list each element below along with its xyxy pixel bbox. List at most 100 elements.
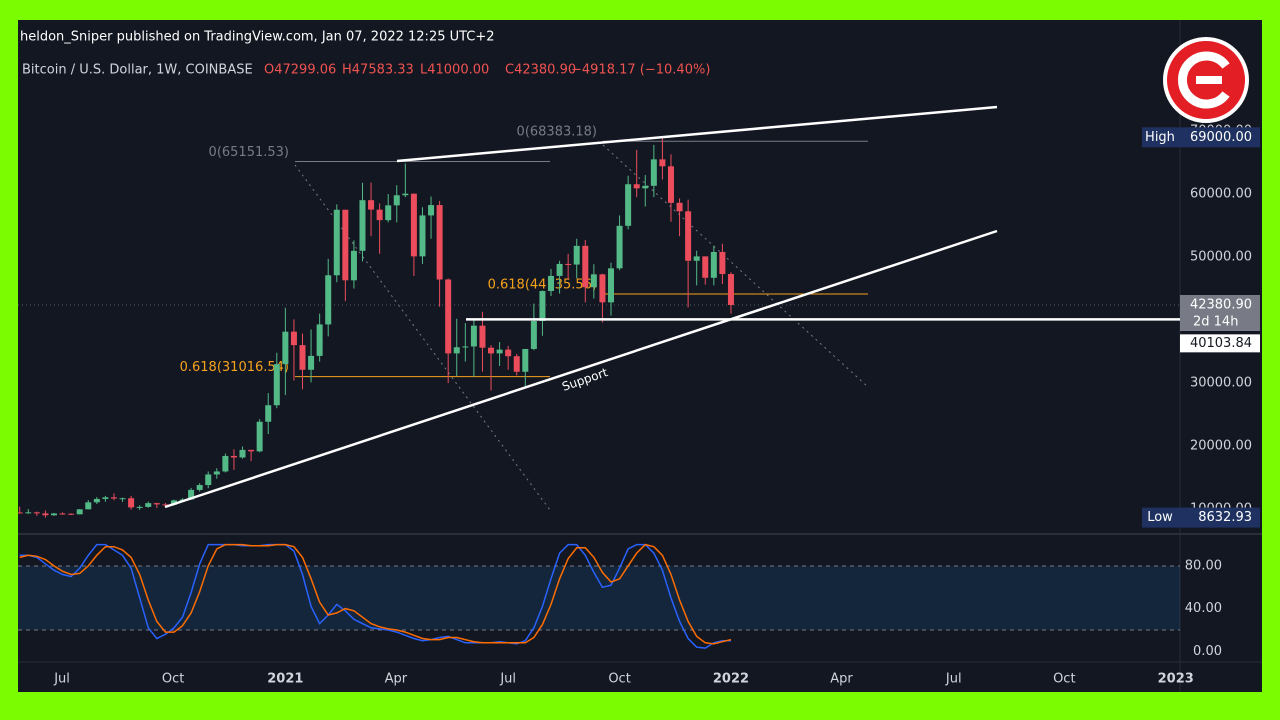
x-tick-label: Jul xyxy=(945,672,962,687)
stoch-line xyxy=(19,543,732,645)
symbol: Bitcoin / U.S. Dollar, 1W, COINBASE xyxy=(22,63,253,78)
candle-body xyxy=(496,349,503,354)
countdown: 2d 14h xyxy=(1193,315,1238,330)
marker-value: 8632.93 xyxy=(1198,510,1252,525)
candle-body xyxy=(685,211,692,261)
last-price-label: 42380.90 xyxy=(1190,298,1252,313)
y-tick-label: 50000.00 xyxy=(1190,250,1252,265)
candle-body xyxy=(282,331,289,365)
candle-body xyxy=(667,166,674,203)
candle-body xyxy=(128,498,135,508)
marker-name: High xyxy=(1145,130,1175,145)
candle-body xyxy=(85,502,92,510)
candle-body xyxy=(642,185,649,189)
candle-body xyxy=(205,474,212,486)
marker-name: Low xyxy=(1147,510,1173,525)
candle-body xyxy=(25,512,32,514)
ohlc-high: H47583.33 xyxy=(342,63,414,78)
candle-body xyxy=(299,345,306,370)
candle-body xyxy=(539,291,546,321)
candle-body xyxy=(607,268,614,303)
candle-body xyxy=(462,346,469,348)
candle-body xyxy=(625,184,632,226)
candle-body xyxy=(145,503,152,507)
candle-body xyxy=(727,274,734,306)
x-tick-label: Oct xyxy=(162,672,184,687)
candle-body xyxy=(488,347,495,354)
y-tick-label: 60000.00 xyxy=(1190,187,1252,202)
y-tick-label: 0.00 xyxy=(1193,644,1222,659)
x-tick-label: Jul xyxy=(53,672,70,687)
candle-body xyxy=(410,193,417,257)
candle-body xyxy=(59,513,66,515)
y-tick-label: 30000.00 xyxy=(1190,375,1252,390)
candle-body xyxy=(119,498,126,500)
candle-body xyxy=(428,205,435,216)
x-tick-label: 2021 xyxy=(267,672,303,687)
candle-body xyxy=(359,200,366,251)
chart-background xyxy=(18,20,1262,692)
candle-body xyxy=(530,320,537,349)
candle-body xyxy=(325,275,332,325)
candle-body xyxy=(479,325,486,348)
ohlc-low: L41000.00 xyxy=(420,63,489,78)
y-tick-label: 40.00 xyxy=(1185,601,1222,616)
candle-body xyxy=(702,256,709,278)
candle-body xyxy=(659,159,666,167)
candle-body xyxy=(599,274,606,303)
candle-body xyxy=(333,209,340,276)
axes: 10000.0020000.0030000.0040000.0050000.00… xyxy=(53,124,1260,687)
candle-body xyxy=(436,205,443,280)
resistance-line xyxy=(396,105,998,163)
candle-body xyxy=(188,489,195,500)
candle-body xyxy=(453,347,460,354)
candle-body xyxy=(393,195,400,206)
candle-body xyxy=(342,209,349,281)
candle-body xyxy=(710,251,717,278)
candle-body xyxy=(522,348,529,372)
candle-body xyxy=(93,498,100,503)
candle-body xyxy=(693,256,700,261)
publisher: heldon_Sniper published on TradingView.c… xyxy=(20,30,495,45)
candle-body xyxy=(445,279,452,354)
candle-body xyxy=(419,215,426,257)
ohlc-close: C42380.90 xyxy=(505,63,576,78)
candle-body xyxy=(42,513,49,516)
x-tick-label: Apr xyxy=(385,672,408,687)
candle-body xyxy=(170,500,177,505)
candle-body xyxy=(222,455,229,472)
support-line xyxy=(164,229,998,509)
x-tick-label: 2023 xyxy=(1158,672,1194,687)
candle-body xyxy=(102,497,109,499)
candle-body xyxy=(316,324,323,356)
candle-body xyxy=(633,184,640,189)
candle-body xyxy=(505,349,512,357)
candle-body xyxy=(719,251,726,275)
candle-body xyxy=(162,504,169,506)
x-tick-label: Oct xyxy=(1053,672,1075,687)
candle-body xyxy=(556,263,563,276)
candle-body xyxy=(565,263,572,265)
stoch-pane xyxy=(18,543,1180,649)
candle-body xyxy=(582,245,589,288)
fib-label: 0(65151.53) xyxy=(209,145,289,160)
y-tick-label: 20000.00 xyxy=(1190,438,1252,453)
price-label-box xyxy=(1180,334,1260,353)
band xyxy=(18,565,1180,630)
stoch-line xyxy=(19,543,731,649)
candle-body xyxy=(513,356,520,372)
candle-body xyxy=(153,503,160,505)
candle-body xyxy=(76,509,83,515)
candle-body xyxy=(68,513,75,515)
price-pane: 0(65151.53) 0.618(31016.54) 0(68383.18) 0.6… xyxy=(18,125,1180,518)
candle-body xyxy=(213,471,220,475)
logo xyxy=(1163,37,1249,123)
candle-body xyxy=(248,449,255,452)
candle-body xyxy=(590,274,597,288)
candle-body xyxy=(239,449,246,458)
candle-body xyxy=(376,209,383,221)
candle-body xyxy=(18,512,23,514)
x-tick-label: Oct xyxy=(608,672,630,687)
candle-body xyxy=(470,325,477,347)
